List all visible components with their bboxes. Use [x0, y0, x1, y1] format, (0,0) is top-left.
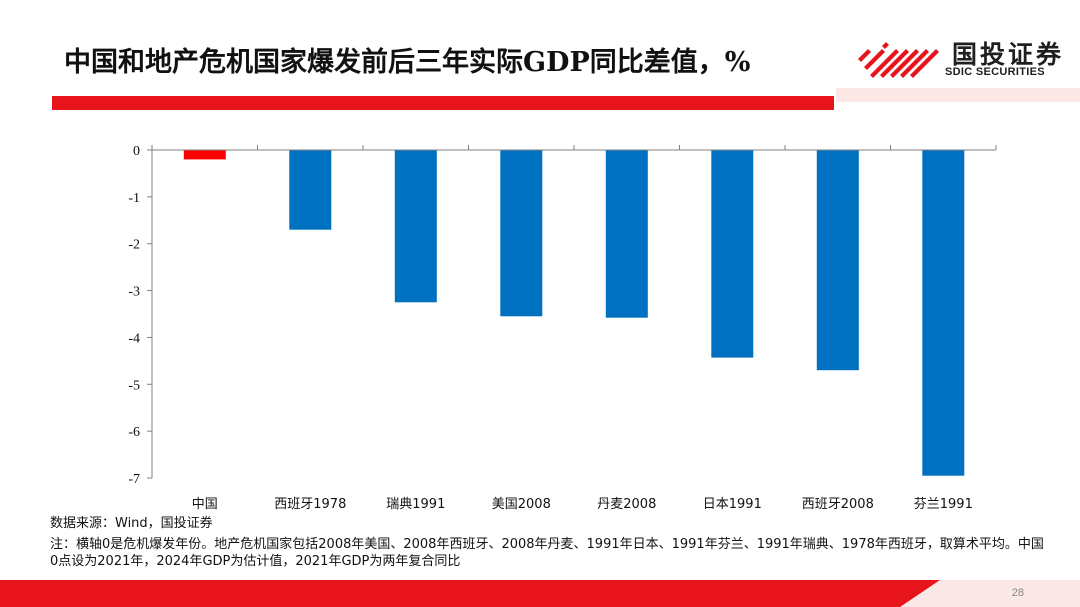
footnote: 注：横轴0是危机爆发年份。地产危机国家包括2008年美国、2008年西班牙、20… [50, 537, 1044, 569]
bar-1 [289, 150, 332, 230]
header-red-bar [52, 96, 834, 110]
page-number: 28 [1011, 587, 1024, 599]
footer-red-band [0, 580, 1080, 607]
y-tick-label-2: -2 [128, 238, 140, 253]
y-tick-label-5: -5 [128, 378, 140, 393]
logo: 国投证券 SDIC SECURITIES [858, 38, 1068, 82]
slide-title: 中国和地产危机国家爆发前后三年实际GDP同比差值，% [64, 47, 751, 78]
y-tick-label-1: -1 [128, 191, 140, 206]
y-tick-label-4: -4 [128, 331, 140, 346]
logo-stripes-icon [858, 42, 939, 78]
y-tick-label-6: -6 [128, 425, 140, 440]
bar-7 [922, 150, 965, 476]
bar-0 [183, 150, 226, 160]
bar-4 [605, 150, 648, 318]
x-tick-label-1: 西班牙1978 [274, 497, 346, 512]
x-tick-label-5: 日本1991 [703, 497, 762, 512]
x-tick-label-6: 西班牙2008 [802, 497, 874, 512]
x-tick-label-2: 瑞典1991 [386, 497, 445, 512]
bar-3 [500, 150, 543, 317]
data-source: 数据来源：Wind，国投证券 [50, 516, 213, 531]
y-tick-label-0: 0 [133, 144, 140, 159]
logo-english-name: SDIC SECURITIES [945, 66, 1045, 78]
y-tick-label-7: -7 [128, 472, 140, 487]
bar-6 [816, 150, 859, 371]
header-pink-bar [836, 88, 1080, 102]
logo-chinese-name: 国投证券 [952, 40, 1065, 69]
x-tick-label-3: 美国2008 [492, 497, 551, 512]
bar-5 [711, 150, 754, 358]
bar-2 [394, 150, 437, 303]
x-tick-label-7: 芬兰1991 [914, 497, 973, 512]
y-tick-label-3: -3 [128, 285, 140, 300]
x-tick-label-0: 中国 [192, 497, 218, 512]
x-tick-label-4: 丹麦2008 [597, 497, 656, 512]
